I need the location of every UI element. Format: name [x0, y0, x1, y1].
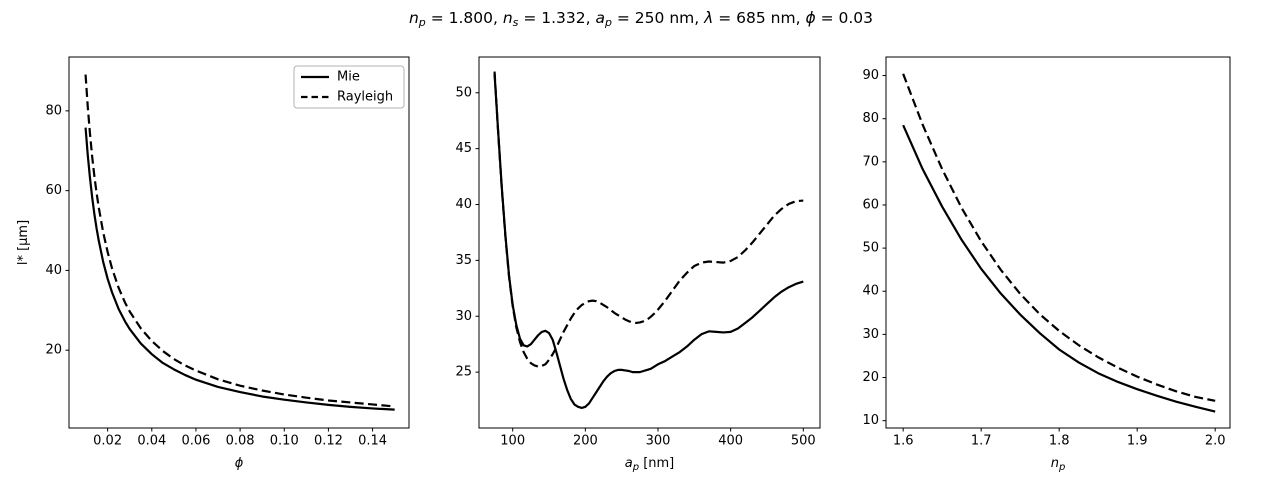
legend-label: Mie — [337, 70, 360, 85]
x-tick-label: 1.9 — [1127, 433, 1148, 448]
y-tick-label: 30 — [455, 309, 472, 324]
x-tick-label: 1.8 — [1049, 433, 1070, 448]
x-axis-label: np — [1051, 456, 1066, 473]
y-tick-label: 50 — [455, 85, 472, 100]
y-tick-label: 30 — [862, 327, 879, 342]
title-part: = 1.800, — [425, 9, 503, 27]
mie-curve — [84, 127, 395, 411]
title-part: a — [595, 9, 605, 27]
title-part: s — [512, 16, 519, 29]
y-tick-label: 40 — [45, 263, 62, 278]
title-part: n — [408, 9, 419, 27]
legend: Mie Rayleigh — [293, 65, 405, 109]
x-tick-label: 200 — [573, 433, 598, 448]
panel-refractive-index: 1.6 1.7 1.8 1.9 2.0 10 20 30 40 50 60 70 80 90 np — [862, 56, 1231, 473]
panel-phi: 0.02 0.04 0.06 0.08 0.10 0.12 0.14 20 40 60 80 ϕ l* … — [16, 56, 410, 471]
rayleigh-curve — [84, 74, 395, 408]
x-tick-label: 0.10 — [270, 433, 299, 448]
y-tick-label: 20 — [862, 370, 879, 385]
title-part: = 685 nm, — [713, 9, 806, 27]
title-part: ϕ — [805, 9, 816, 27]
x-tick-label: 0.14 — [358, 433, 387, 448]
x-tick-label: 0.04 — [137, 433, 166, 448]
x-tick-label: 1.6 — [893, 433, 914, 448]
title-part: n — [502, 9, 513, 27]
panel-particle-radius: 100 200 300 400 500 25 30 35 40 45 50 ap [nm] — [455, 56, 821, 473]
x-tick-label: 1.7 — [971, 433, 992, 448]
y-tick-label: 80 — [45, 103, 62, 118]
y-tick-label: 40 — [455, 197, 472, 212]
x-tick-label: 2.0 — [1205, 433, 1226, 448]
axes-spines — [885, 56, 1231, 429]
x-tick-label: 0.02 — [93, 433, 122, 448]
title-part: λ — [704, 9, 714, 27]
x-tick-label: 300 — [646, 433, 671, 448]
axes-spines — [68, 56, 410, 429]
y-tick-label: 10 — [862, 413, 879, 428]
y-tick-label: 60 — [45, 183, 62, 198]
y-tick-label: 40 — [862, 284, 879, 299]
axes-spines — [478, 56, 821, 429]
x-tick-label: 500 — [791, 433, 816, 448]
title-part: = 250 nm, — [611, 9, 705, 27]
title-part: p — [604, 16, 612, 29]
title-part: p — [418, 16, 426, 29]
x-tick-label: 0.06 — [181, 433, 210, 448]
x-axis-label: ϕ — [235, 456, 244, 471]
x-tick-label: 0.12 — [314, 433, 343, 448]
rayleigh-curve — [902, 73, 1216, 402]
y-tick-label: 90 — [862, 68, 879, 83]
x-tick-label: 100 — [500, 433, 525, 448]
y-tick-label: 25 — [455, 365, 472, 380]
y-tick-label: 35 — [455, 253, 472, 268]
title-part: = 0.03 — [815, 9, 874, 27]
y-axis-label: l* [μm] — [16, 220, 31, 265]
y-tick-label: 80 — [862, 111, 879, 126]
mie-curve — [493, 73, 804, 409]
y-tick-label: 70 — [862, 154, 879, 169]
y-tick-label: 60 — [862, 197, 879, 212]
x-tick-label: 400 — [718, 433, 743, 448]
x-tick-label: 0.08 — [226, 433, 255, 448]
x-axis-label: ap [nm] — [625, 456, 675, 473]
mie-curve — [902, 124, 1216, 413]
rayleigh-curve — [493, 71, 804, 368]
y-tick-label: 20 — [45, 343, 62, 358]
y-tick-label: 45 — [455, 141, 472, 156]
y-tick-label: 50 — [862, 241, 879, 256]
legend-label: Rayleigh — [337, 90, 393, 105]
figure-title: np = 1.800, ns = 1.332, ap = 250 nm, λ =… — [20, 9, 1262, 29]
title-part: = 1.332, — [518, 9, 596, 27]
